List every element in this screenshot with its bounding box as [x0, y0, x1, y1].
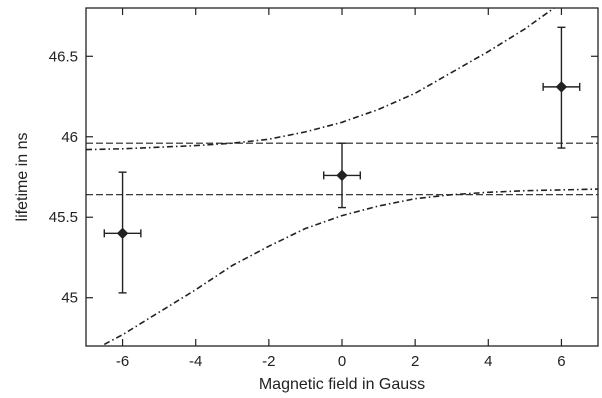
x-axis-ticks: -6 -4 -2 0 2 4 6 — [116, 8, 566, 370]
data-point-3 — [542, 26, 581, 149]
x-tick-label: 4 — [484, 353, 492, 370]
data-points — [103, 26, 581, 294]
data-marker — [336, 169, 348, 182]
y-tick-label: 46.5 — [49, 48, 78, 65]
data-marker — [116, 227, 129, 240]
x-tick-label: -6 — [116, 353, 129, 370]
x-tick-label: 2 — [411, 353, 419, 370]
x-axis-title: Magnetic field in Gauss — [259, 376, 425, 393]
data-point-2 — [323, 142, 361, 209]
y-tick-label: 46 — [61, 129, 78, 146]
x-tick-label: 0 — [338, 353, 346, 370]
y-axis-ticks: 45 45.5 46 46.5 — [49, 48, 598, 307]
fit-curve-1 — [86, 8, 555, 151]
data-point-1 — [103, 171, 142, 294]
x-tick-label: -2 — [262, 353, 275, 370]
y-tick-label: 45.5 — [49, 209, 78, 226]
data-marker — [555, 81, 568, 93]
fit-curve-2 — [103, 188, 598, 346]
fit-curves — [86, 8, 598, 346]
x-tick-label: 6 — [557, 353, 565, 370]
y-axis-title: lifetime in ns — [14, 133, 31, 222]
y-tick-label: 45 — [61, 290, 78, 307]
x-tick-label: -4 — [189, 353, 202, 370]
